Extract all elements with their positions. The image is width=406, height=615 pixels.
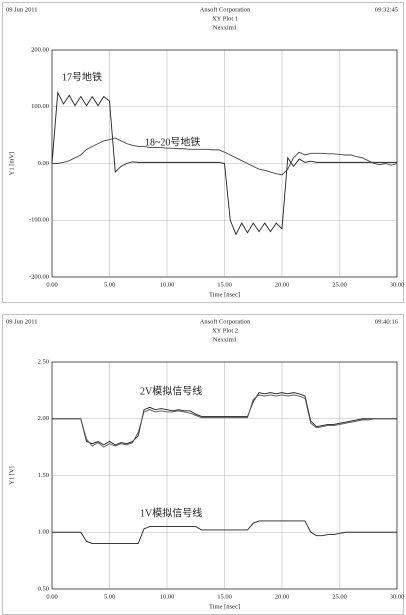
x-tick-label: 10.00: [160, 593, 175, 600]
plot-subtitle: Nexxim1: [213, 24, 237, 31]
x-axis-label: Time [nsec]: [209, 291, 240, 298]
date: 09 Jun 2011: [6, 6, 38, 13]
plot-title: XY Plot 1: [212, 15, 238, 22]
y-tick-label: 200.00: [31, 46, 49, 53]
x-tick-label: 0.00: [46, 281, 57, 288]
x-tick-label: 30.00: [390, 593, 405, 600]
x-tick-label: 10.00: [160, 281, 175, 288]
y-tick-label: 1.50: [38, 472, 49, 479]
y-tick-label: 2.00: [38, 415, 49, 422]
annotation: 2V模拟信号线: [140, 384, 202, 397]
plot-subtitle: Nexxim1: [213, 336, 237, 343]
y-tick-label: -100.00: [29, 217, 49, 224]
y-tick-label: 1.00: [38, 529, 49, 536]
x-axis-label: Time [nsec]: [209, 603, 240, 610]
panel-frame: [2, 314, 404, 615]
x-tick-label: 30.00: [390, 281, 405, 288]
series-line: [51, 90, 397, 236]
y-tick-label: 0.50: [38, 585, 49, 592]
plot-frame: [51, 361, 398, 590]
x-tick-label: 25.00: [332, 281, 347, 288]
time: 09:40:16: [375, 318, 399, 325]
date: 09 Jun 2011: [6, 318, 38, 325]
y-tick-label: 0.00: [38, 160, 49, 167]
time: 09:32:45: [375, 6, 398, 13]
x-tick-label: 5.00: [104, 281, 115, 288]
company: Ansoft Corporation: [200, 318, 251, 325]
annotation: 1V模拟信号线: [140, 506, 202, 519]
x-tick-label: 0.00: [46, 593, 57, 600]
annotation: 17号地铁: [62, 70, 102, 83]
y-axis-label: Y1 [V]: [8, 466, 15, 485]
company: Ansoft Corporation: [200, 6, 251, 13]
x-tick-label: 25.00: [332, 593, 347, 600]
x-tick-label: 20.00: [275, 593, 290, 600]
series-line: [52, 392, 397, 446]
x-tick-label: 15.00: [217, 281, 232, 288]
panel-frame: [2, 2, 404, 303]
x-tick-label: 15.00: [217, 593, 232, 600]
plot-title: XY Plot 2: [212, 327, 238, 334]
y-tick-label: 100.00: [31, 103, 49, 110]
x-tick-label: 5.00: [104, 593, 115, 600]
series-line: [52, 520, 397, 545]
y-tick-label: -200.00: [29, 273, 49, 280]
y-tick-label: 2.50: [38, 358, 49, 365]
series-line: [52, 137, 398, 176]
y-axis-label: Y1 [mV]: [8, 152, 15, 176]
series-line: [52, 394, 397, 448]
x-tick-label: 20.00: [275, 281, 290, 288]
annotation: 18~20号地铁: [145, 135, 200, 148]
